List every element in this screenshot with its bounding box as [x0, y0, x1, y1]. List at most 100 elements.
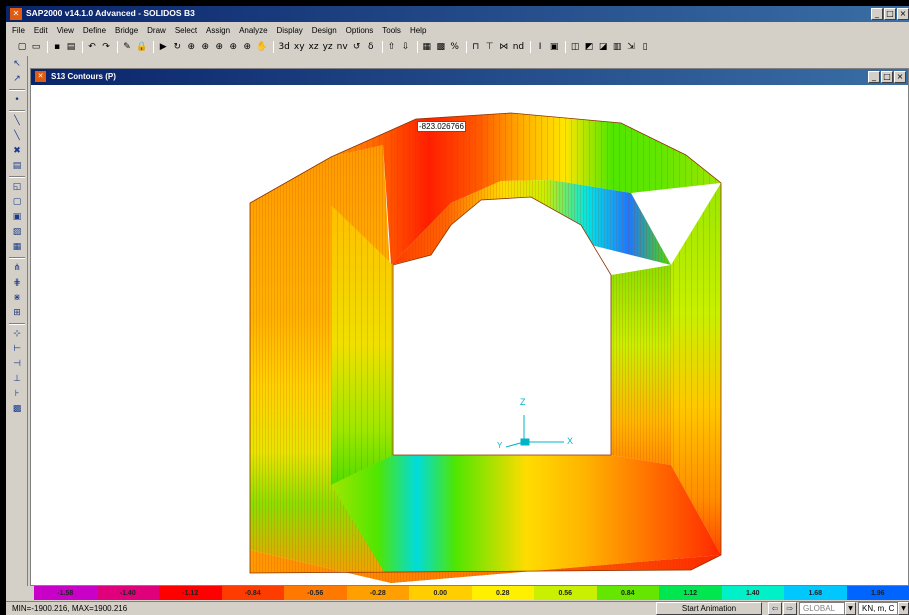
menu-help[interactable]: Help — [409, 25, 427, 35]
draw-area-icon[interactable]: ▤ — [12, 161, 22, 171]
toolbar-separator — [381, 41, 383, 53]
min-max-readout: MIN=-1900.216, MAX=1900.216 — [12, 604, 128, 613]
zoom-in-icon[interactable]: ⊕ — [201, 41, 209, 52]
snap-points-icon[interactable]: ⊹ — [13, 329, 21, 339]
pan-icon[interactable]: ✋ — [256, 41, 268, 52]
snap-lines-icon[interactable]: ⊦ — [14, 389, 20, 399]
menu-bridge[interactable]: Bridge — [115, 25, 139, 35]
dropdown-button[interactable]: nd — [512, 41, 525, 52]
move-up-icon[interactable]: ⇧ — [387, 41, 396, 52]
select-window-icon[interactable]: ◫ — [570, 41, 580, 52]
view-minimize-button[interactable]: _ — [868, 71, 880, 83]
view-xz-button[interactable]: xz — [308, 41, 319, 52]
draw-poly-area-icon[interactable]: ◱ — [12, 182, 22, 192]
select-previous-icon[interactable]: ⋕ — [13, 278, 21, 288]
sidebar-separator — [9, 257, 25, 259]
menu-options[interactable]: Options — [345, 25, 374, 35]
step-back-icon[interactable]: ⇦ — [768, 602, 782, 615]
menu-analyze[interactable]: Analyze — [239, 25, 268, 35]
grid-icon[interactable]: ▦ — [422, 41, 431, 52]
export-icon[interactable]: ⇲ — [627, 41, 635, 52]
view-xy-button[interactable]: xy — [293, 41, 305, 52]
select-icon[interactable]: ⋔ — [13, 263, 21, 273]
area-section-icon[interactable]: ▣ — [549, 41, 559, 52]
chevron-down-icon[interactable]: ▼ — [898, 602, 909, 615]
minimize-button[interactable]: _ — [871, 8, 883, 20]
snap-perpendicular-icon[interactable]: ⊥ — [13, 374, 21, 384]
menu-assign[interactable]: Assign — [206, 25, 231, 35]
page-icon[interactable]: ▯ — [642, 41, 648, 52]
start-animation-button[interactable]: Start Animation — [656, 602, 762, 615]
select-intersect-icon[interactable]: ◩ — [584, 41, 594, 52]
draw-rect-area-icon[interactable]: ▢ — [12, 197, 22, 207]
menu-edit[interactable]: Edit — [33, 25, 48, 35]
toolbar-separator — [82, 41, 83, 53]
menu-display[interactable]: Display — [276, 25, 303, 35]
moment-diagram-icon[interactable]: ⋈ — [499, 41, 509, 52]
new-file-icon[interactable]: ▢ — [17, 41, 27, 52]
sap-logo-icon[interactable]: ✕ — [10, 8, 22, 20]
redo-icon[interactable]: ↷ — [102, 41, 110, 52]
close-button[interactable]: × — [897, 8, 909, 20]
step-forward-icon[interactable]: ⇨ — [783, 602, 797, 615]
view-close-button[interactable]: × — [894, 71, 906, 83]
zoom-previous-icon[interactable]: ⊕ — [243, 41, 251, 52]
view-3d-button[interactable]: 3d — [278, 41, 290, 52]
intersect-line-icon[interactable]: ⊞ — [13, 308, 21, 318]
pointer-icon[interactable]: ↖ — [13, 59, 21, 69]
menu-tools[interactable]: Tools — [382, 25, 401, 35]
menu-view[interactable]: View — [56, 25, 74, 35]
refresh-icon[interactable]: ✎ — [123, 41, 131, 52]
percent-icon[interactable]: % — [450, 41, 459, 52]
draw-link-icon[interactable]: ▦ — [12, 242, 22, 252]
frame-icon[interactable]: ⊓ — [472, 41, 480, 52]
menu-draw[interactable]: Draw — [147, 25, 166, 35]
rotate-icon[interactable]: ↻ — [173, 41, 181, 52]
zoom-fit-icon[interactable]: ⊕ — [229, 41, 237, 52]
zoom-window-icon[interactable]: ⊕ — [187, 41, 195, 52]
print-icon[interactable]: ▤ — [66, 41, 76, 52]
open-folder-icon[interactable]: ▭ — [31, 41, 41, 52]
draw-brace-icon[interactable]: ✖ — [13, 146, 21, 156]
save-icon[interactable]: ▪ — [53, 41, 61, 52]
snap-ends-icon[interactable]: ⊢ — [13, 344, 21, 354]
zoom-out-icon[interactable]: ⊕ — [215, 41, 223, 52]
view-nv-button[interactable]: nv — [336, 41, 348, 52]
shell-icon[interactable]: ⊤ — [485, 41, 494, 52]
perspective-icon[interactable]: δ — [367, 41, 374, 52]
undo-icon[interactable]: ↶ — [88, 41, 96, 52]
quick-draw-frame-icon[interactable]: ╲ — [14, 131, 20, 141]
run-icon[interactable]: ▶ — [159, 41, 167, 52]
model-viewport[interactable]: -823.026766 Z X Y — [31, 85, 908, 585]
window-title: SAP2000 v14.1.0 Advanced - SOLIDOS B3 — [26, 8, 195, 18]
section-icon[interactable]: I — [538, 41, 542, 52]
clear-selection-icon[interactable]: ⋇ — [13, 293, 21, 303]
toolbar-separator — [465, 41, 467, 53]
reshape-icon[interactable]: ↗ — [13, 74, 21, 84]
table-icon[interactable]: ▩ — [436, 41, 445, 52]
maximize-button[interactable]: □ — [884, 8, 896, 20]
view-yz-button[interactable]: yz — [322, 41, 333, 52]
snap-grid-icon[interactable]: ▩ — [12, 404, 22, 414]
menu-define[interactable]: Define — [82, 25, 107, 35]
draw-solid-icon[interactable]: ▨ — [12, 227, 22, 237]
view-maximize-button[interactable]: □ — [881, 71, 893, 83]
move-down-icon[interactable]: ⇩ — [401, 41, 410, 52]
menu-file[interactable]: File — [12, 25, 25, 35]
menu-select[interactable]: Select — [174, 25, 198, 35]
lock-icon[interactable]: 🔒 — [136, 41, 148, 52]
chevron-down-icon[interactable]: ▼ — [845, 602, 856, 615]
table-display-icon[interactable]: ▥ — [612, 41, 622, 52]
arch-top-hatch — [331, 113, 721, 265]
select-all-icon[interactable]: ◪ — [598, 41, 608, 52]
draw-point-icon[interactable]: • — [14, 95, 20, 105]
quick-draw-area-icon[interactable]: ▣ — [12, 212, 22, 222]
menu-design[interactable]: Design — [311, 25, 337, 35]
units-select[interactable]: KN, m, C — [858, 602, 898, 615]
legend-segment: -0.84 — [221, 586, 284, 600]
sap-logo-icon[interactable]: ✕ — [35, 71, 46, 82]
coordinate-system-select[interactable]: GLOBAL — [799, 602, 845, 615]
draw-frame-icon[interactable]: ╲ — [14, 116, 20, 126]
snap-intersect-icon[interactable]: ⊣ — [13, 359, 21, 369]
rotate-view-icon[interactable]: ↺ — [352, 41, 361, 52]
